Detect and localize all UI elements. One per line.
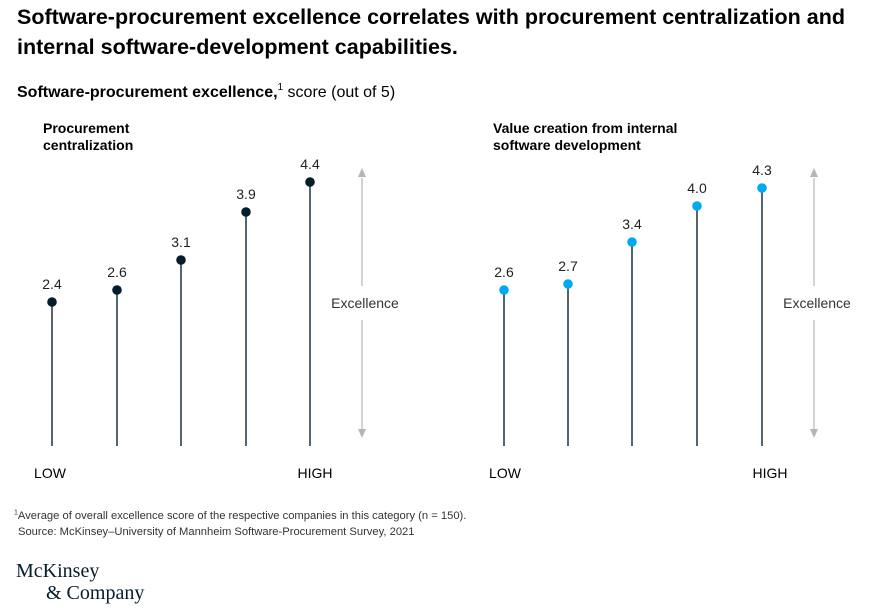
value-label: 2.6 xyxy=(107,264,127,280)
axis-low-label: LOW xyxy=(34,465,67,481)
value-label: 3.4 xyxy=(622,216,642,232)
axis-high-label: HIGH xyxy=(298,465,333,481)
source-note: Source: McKinsey–University of Mannheim … xyxy=(18,526,415,538)
data-point xyxy=(241,207,251,217)
excellence-label: Excellence xyxy=(783,295,851,311)
chart-subtitle: Software-procurement excellence,1 score … xyxy=(17,81,396,103)
value-label: 2.4 xyxy=(42,276,62,292)
value-label: 4.4 xyxy=(300,156,320,172)
value-label: 4.3 xyxy=(752,162,772,178)
subtitle-bold: Software-procurement excellence, xyxy=(17,84,278,101)
data-point xyxy=(176,255,186,265)
arrow-up-icon xyxy=(810,168,818,177)
mckinsey-logo: McKinsey & Company xyxy=(16,560,144,604)
data-point xyxy=(757,183,767,193)
value-label: 2.6 xyxy=(494,264,514,280)
panel-title-line: software development xyxy=(493,137,641,153)
panel-title-1: Procurement centralization xyxy=(43,120,133,153)
arrow-up-icon xyxy=(358,168,366,177)
panel-title-line: centralization xyxy=(43,137,133,153)
data-point xyxy=(112,285,122,295)
chart-title: Software-procurement excellence correlat… xyxy=(17,5,845,59)
arrow-down-icon xyxy=(358,429,366,438)
axis-high-label: HIGH xyxy=(753,465,788,481)
axis-low-label: LOW xyxy=(489,465,522,481)
charts-svg: Procurement centralization 2.4 2.6 3.1 3.9 4.4… xyxy=(34,120,851,481)
data-point xyxy=(692,201,702,211)
data-point xyxy=(47,297,57,307)
panel-title-line: Value creation from internal xyxy=(493,120,677,136)
subtitle-rest: score (out of 5) xyxy=(283,84,396,101)
data-point xyxy=(305,177,315,187)
data-point xyxy=(499,285,509,295)
footnote-marker: 1 xyxy=(14,509,18,517)
subtitle-note-marker: 1 xyxy=(277,81,284,93)
footnote-text: Average of overall excellence score of t… xyxy=(17,510,467,522)
value-label: 3.1 xyxy=(171,234,191,250)
value-label: 4.0 xyxy=(687,180,707,196)
logo-line-2: & Company xyxy=(46,582,145,604)
excellence-label: Excellence xyxy=(331,295,399,311)
data-point xyxy=(627,237,637,247)
data-point xyxy=(563,279,573,289)
panel-title-2: Value creation from internal software dev… xyxy=(493,120,677,153)
footnote: 1Average of overall excellence score of … xyxy=(14,508,614,540)
panel-title-line: Procurement xyxy=(43,120,130,136)
value-label: 2.7 xyxy=(558,258,578,274)
arrow-down-icon xyxy=(810,429,818,438)
logo-line-1: McKinsey xyxy=(16,560,100,582)
value-label: 3.9 xyxy=(236,186,256,202)
